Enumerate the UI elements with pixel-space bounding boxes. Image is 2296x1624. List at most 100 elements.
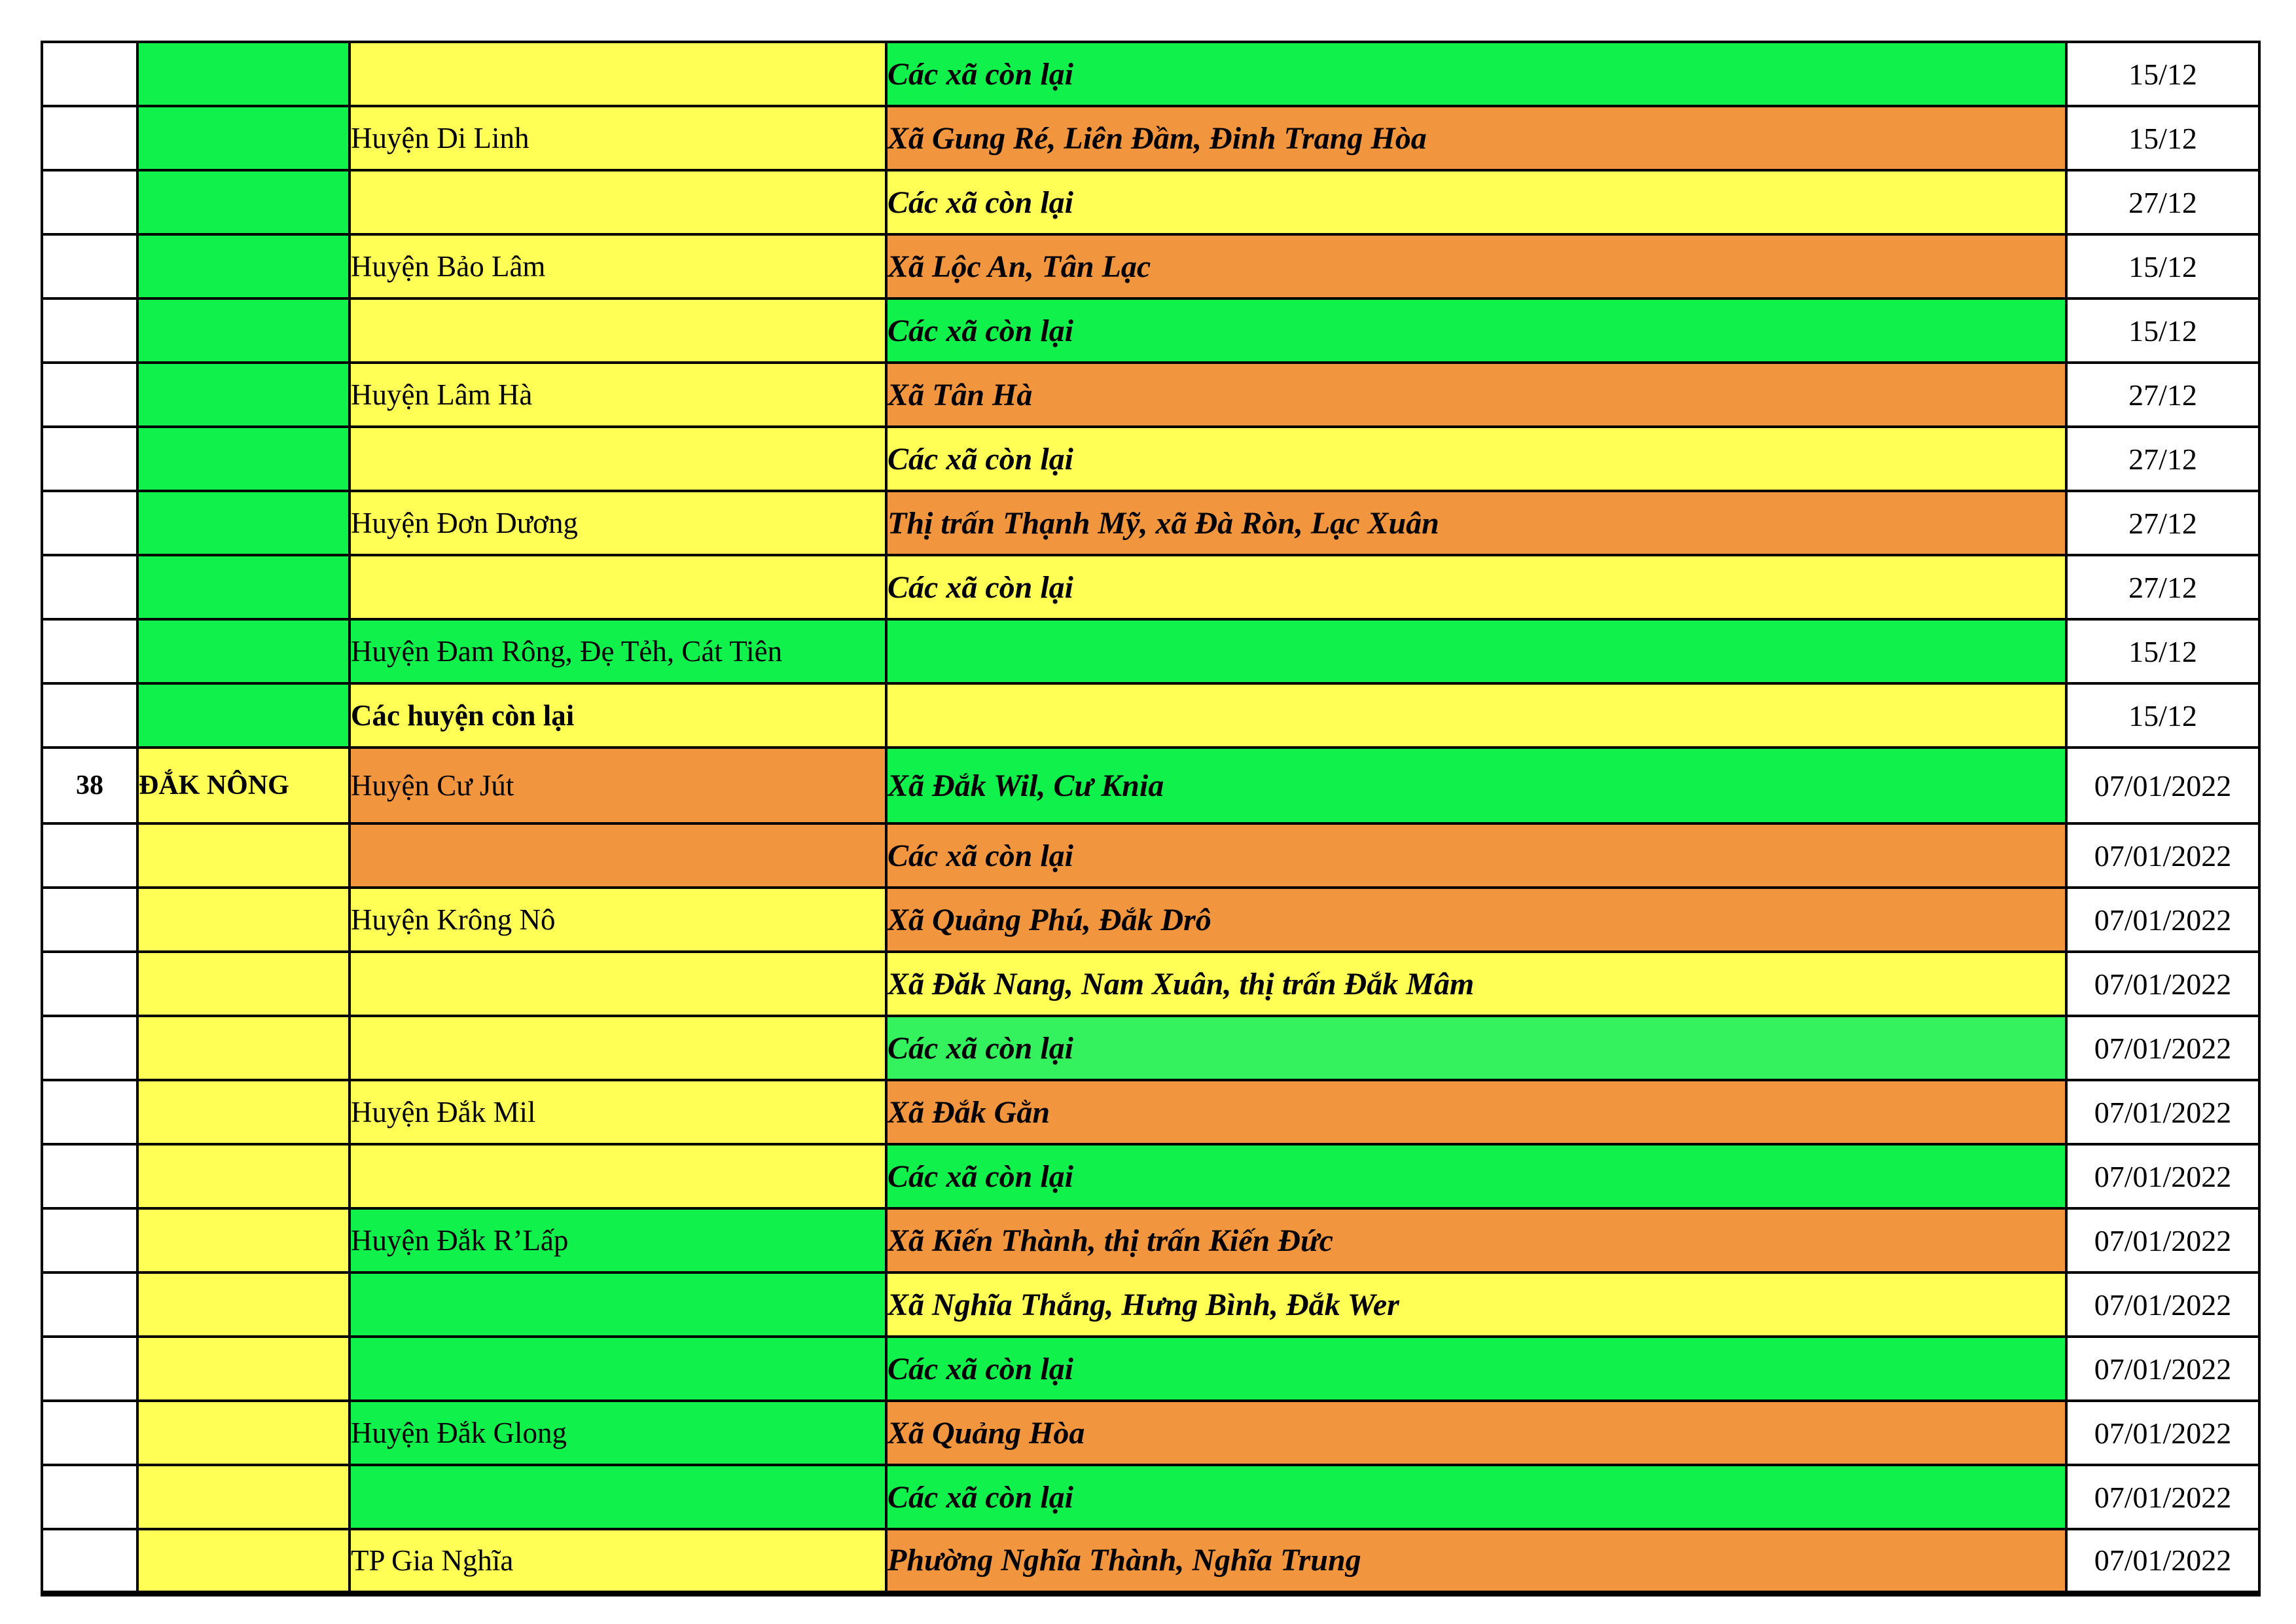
cell-district	[348, 169, 888, 236]
cell-date: 27/12	[2065, 490, 2261, 556]
cell-row-number	[41, 682, 139, 749]
cell-row-number	[41, 886, 139, 953]
cell-district	[348, 822, 888, 889]
cell-communes: Xã Lộc An, Tân Lạc	[885, 233, 2068, 300]
cell-province	[136, 233, 351, 300]
cell-district: TP Gia Nghĩa	[348, 1528, 888, 1595]
cell-date: 07/01/2022	[2065, 822, 2261, 889]
cell-communes: Phường Nghĩa Thành, Nghĩa Trung	[885, 1528, 2068, 1595]
cell-district: Huyện Krông Nô	[348, 886, 888, 953]
cell-date: 07/01/2022	[2065, 1143, 2261, 1210]
table-row: Huyện Lâm Hà Xã Tân Hà 27/12	[41, 361, 2261, 428]
table-body: Các xã còn lại 15/12 Huyện Di Linh Xã Gung …	[41, 41, 2261, 1595]
cell-province	[136, 105, 351, 171]
cell-date: 15/12	[2065, 618, 2261, 685]
cell-province	[136, 1464, 351, 1530]
cell-communes: Các xã còn lại	[885, 425, 2068, 492]
cell-province: ĐẮK NÔNG	[136, 746, 351, 825]
table-row: Các xã còn lại 15/12	[41, 297, 2261, 364]
cell-row-number	[41, 361, 139, 428]
cell-district	[348, 1143, 888, 1210]
table-row: Huyện Bảo Lâm Xã Lộc An, Tân Lạc 15/12	[41, 233, 2261, 300]
province-label: ĐẮK NÔNG	[139, 770, 289, 801]
cell-district	[348, 1335, 888, 1402]
cell-date: 07/01/2022	[2065, 1271, 2261, 1338]
cell-communes: Xã Đắk Wil, Cư Knia	[885, 746, 2068, 825]
table-row: Huyện Đắk R’Lấp Xã Kiến Thành, thị trấn K…	[41, 1207, 2261, 1274]
cell-district: Huyện Đam Rông, Đẹ Tẻh, Cát Tiên	[348, 618, 888, 685]
cell-district	[348, 297, 888, 364]
cell-date: 07/01/2022	[2065, 1079, 2261, 1146]
table-row: Xã Nghĩa Thắng, Hưng Bình, Đắk Wer 07/01/…	[41, 1271, 2261, 1338]
cell-row-number	[41, 1399, 139, 1466]
table-row: Huyện Di Linh Xã Gung Ré, Liên Đầm, Đinh …	[41, 105, 2261, 171]
cell-date: 15/12	[2065, 682, 2261, 749]
table-row: Huyện Đơn Dương Thị trấn Thạnh Mỹ, xã Đà …	[41, 490, 2261, 556]
cell-date: 07/01/2022	[2065, 1399, 2261, 1466]
cell-communes	[885, 682, 2068, 749]
cell-province	[136, 1079, 351, 1146]
cell-row-number	[41, 490, 139, 556]
cell-date: 07/01/2022	[2065, 1464, 2261, 1530]
cell-communes: Xã Quảng Phú, Đắk Drô	[885, 886, 2068, 953]
schedule-table: Các xã còn lại 15/12 Huyện Di Linh Xã Gung …	[41, 41, 2261, 1597]
cell-row-number	[41, 618, 139, 685]
cell-province	[136, 1207, 351, 1274]
table-row: Các xã còn lại 07/01/2022	[41, 1464, 2261, 1530]
cell-row-number	[41, 1143, 139, 1210]
cell-date: 15/12	[2065, 105, 2261, 171]
cell-province	[136, 1271, 351, 1338]
cell-province	[136, 682, 351, 749]
table-row: Các xã còn lại 07/01/2022	[41, 1335, 2261, 1402]
cell-communes: Xã Nghĩa Thắng, Hưng Bình, Đắk Wer	[885, 1271, 2068, 1338]
cell-row-number	[41, 1528, 139, 1595]
cell-row-number	[41, 1207, 139, 1274]
cell-row-number	[41, 233, 139, 300]
table-row: Các xã còn lại 27/12	[41, 554, 2261, 621]
cell-row-number	[41, 297, 139, 364]
cell-date: 15/12	[2065, 297, 2261, 364]
cell-date: 27/12	[2065, 361, 2261, 428]
table-row: 38 ĐẮK NÔNG Huyện Cư Jút Xã Đắk Wil, Cư Kni…	[41, 746, 2261, 825]
cell-province	[136, 1528, 351, 1595]
cell-province	[136, 490, 351, 556]
cell-district: Huyện Cư Jút	[348, 746, 888, 825]
cell-district	[348, 554, 888, 621]
cell-district	[348, 41, 888, 107]
cell-district: Huyện Đắk Glong	[348, 1399, 888, 1466]
cell-date: 15/12	[2065, 41, 2261, 107]
table-row: Các xã còn lại 27/12	[41, 169, 2261, 236]
table-row: Các xã còn lại 07/01/2022	[41, 822, 2261, 889]
cell-province	[136, 1399, 351, 1466]
table-row: Các huyện còn lại 15/12	[41, 682, 2261, 749]
cell-district	[348, 1015, 888, 1081]
cell-district	[348, 950, 888, 1017]
cell-date: 15/12	[2065, 233, 2261, 300]
cell-communes: Các xã còn lại	[885, 297, 2068, 364]
table-row: Huyện Đắk Mil Xã Đắk Gằn 07/01/2022	[41, 1079, 2261, 1146]
cell-province	[136, 886, 351, 953]
cell-province	[136, 950, 351, 1017]
cell-province	[136, 425, 351, 492]
table-row: Các xã còn lại 07/01/2022	[41, 1015, 2261, 1081]
cell-communes: Xã Đăk Nang, Nam Xuân, thị trấn Đắk Mâm	[885, 950, 2068, 1017]
cell-district: Huyện Đắk R’Lấp	[348, 1207, 888, 1274]
cell-district: Các huyện còn lại	[348, 682, 888, 749]
cell-province	[136, 554, 351, 621]
table-row: Huyện Đắk Glong Xã Quảng Hòa 07/01/2022	[41, 1399, 2261, 1466]
cell-row-number	[41, 1271, 139, 1338]
cell-province	[136, 169, 351, 236]
cell-row-number	[41, 1464, 139, 1530]
cell-district: Huyện Di Linh	[348, 105, 888, 171]
cell-district	[348, 1271, 888, 1338]
cell-district	[348, 1464, 888, 1530]
cell-date: 27/12	[2065, 554, 2261, 621]
cell-communes: Xã Kiến Thành, thị trấn Kiến Đức	[885, 1207, 2068, 1274]
cell-communes: Các xã còn lại	[885, 1143, 2068, 1210]
table-row: TP Gia Nghĩa Phường Nghĩa Thành, Nghĩa Tr…	[41, 1528, 2261, 1595]
cell-date: 07/01/2022	[2065, 886, 2261, 953]
table-row: Huyện Krông Nô Xã Quảng Phú, Đắk Drô 07/01…	[41, 886, 2261, 953]
cell-communes: Các xã còn lại	[885, 1335, 2068, 1402]
cell-district: Huyện Đơn Dương	[348, 490, 888, 556]
